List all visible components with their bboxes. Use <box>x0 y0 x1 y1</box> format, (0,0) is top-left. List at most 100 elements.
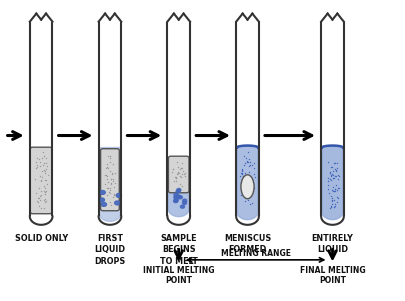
Circle shape <box>173 200 177 203</box>
FancyBboxPatch shape <box>168 156 189 193</box>
Point <box>327 172 334 177</box>
Point <box>174 164 181 169</box>
Point <box>109 170 115 175</box>
Point <box>36 195 43 200</box>
Point <box>39 169 45 174</box>
Point <box>33 166 39 171</box>
Point <box>111 181 118 186</box>
Text: FIRST
LIQUID
DROPS: FIRST LIQUID DROPS <box>94 234 125 265</box>
Point <box>37 189 44 194</box>
Point <box>331 186 337 191</box>
Point <box>246 191 253 196</box>
Point <box>243 187 249 191</box>
Point <box>43 156 49 160</box>
Point <box>104 173 111 178</box>
Point <box>245 157 252 162</box>
Point <box>40 161 47 166</box>
Point <box>238 169 245 174</box>
Point <box>104 186 110 191</box>
Point <box>331 167 338 172</box>
Point <box>250 165 256 170</box>
Point <box>246 163 253 168</box>
Point <box>43 188 49 193</box>
Point <box>104 192 110 197</box>
Point <box>330 160 337 165</box>
Point <box>34 198 40 203</box>
Polygon shape <box>98 22 121 225</box>
Point <box>178 172 185 176</box>
Polygon shape <box>237 146 257 220</box>
Text: INITIAL MELTING
POINT: INITIAL MELTING POINT <box>143 266 214 285</box>
Point <box>329 189 336 194</box>
Point <box>328 195 335 200</box>
Point <box>108 181 114 186</box>
FancyBboxPatch shape <box>100 149 119 211</box>
Point <box>107 188 113 192</box>
Point <box>329 176 335 181</box>
Point <box>331 173 337 178</box>
Point <box>332 168 338 173</box>
Point <box>324 183 330 188</box>
Point <box>110 185 117 189</box>
Point <box>44 182 51 187</box>
Point <box>330 189 337 194</box>
Point <box>169 170 175 175</box>
Point <box>331 188 338 193</box>
Point <box>334 186 340 191</box>
Point <box>239 171 245 176</box>
Circle shape <box>101 203 106 206</box>
Point <box>42 189 48 194</box>
Point <box>237 173 243 178</box>
Point <box>37 159 43 164</box>
Point <box>330 198 336 203</box>
Point <box>334 173 340 178</box>
Point <box>237 180 243 185</box>
Point <box>35 200 42 204</box>
Text: ENTIRELY
LIQUID: ENTIRELY LIQUID <box>311 234 352 254</box>
Point <box>177 165 183 170</box>
Polygon shape <box>321 146 342 220</box>
Point <box>110 194 116 199</box>
Point <box>175 170 182 175</box>
Point <box>327 177 334 182</box>
Point <box>335 173 342 178</box>
Point <box>33 159 39 164</box>
Point <box>238 170 245 175</box>
Point <box>103 166 109 171</box>
Point <box>328 173 335 178</box>
Point <box>251 175 257 179</box>
Point <box>108 176 114 181</box>
Point <box>327 174 334 179</box>
Text: MENISCUS
FORMED: MENISCUS FORMED <box>223 234 271 254</box>
Point <box>110 193 117 198</box>
Point <box>239 174 246 178</box>
Point <box>102 173 109 178</box>
Point <box>243 160 250 165</box>
Point <box>105 186 111 191</box>
Point <box>36 173 43 178</box>
Point <box>40 150 47 155</box>
Point <box>333 195 339 200</box>
Point <box>103 165 110 169</box>
Point <box>101 182 108 187</box>
Point <box>178 174 184 179</box>
Point <box>245 197 251 202</box>
Point <box>245 169 252 174</box>
Point <box>333 200 339 204</box>
Point <box>42 170 48 175</box>
Point <box>179 160 185 165</box>
Point <box>335 186 341 191</box>
Point <box>181 174 188 179</box>
Point <box>238 167 245 172</box>
Point <box>243 185 249 190</box>
Circle shape <box>176 190 180 193</box>
Circle shape <box>99 198 104 202</box>
Point <box>110 162 116 167</box>
Point <box>170 167 176 172</box>
Point <box>171 179 177 184</box>
Polygon shape <box>99 147 120 221</box>
Point <box>243 159 249 164</box>
Point <box>237 193 244 197</box>
Point <box>40 154 47 159</box>
Point <box>241 161 248 166</box>
